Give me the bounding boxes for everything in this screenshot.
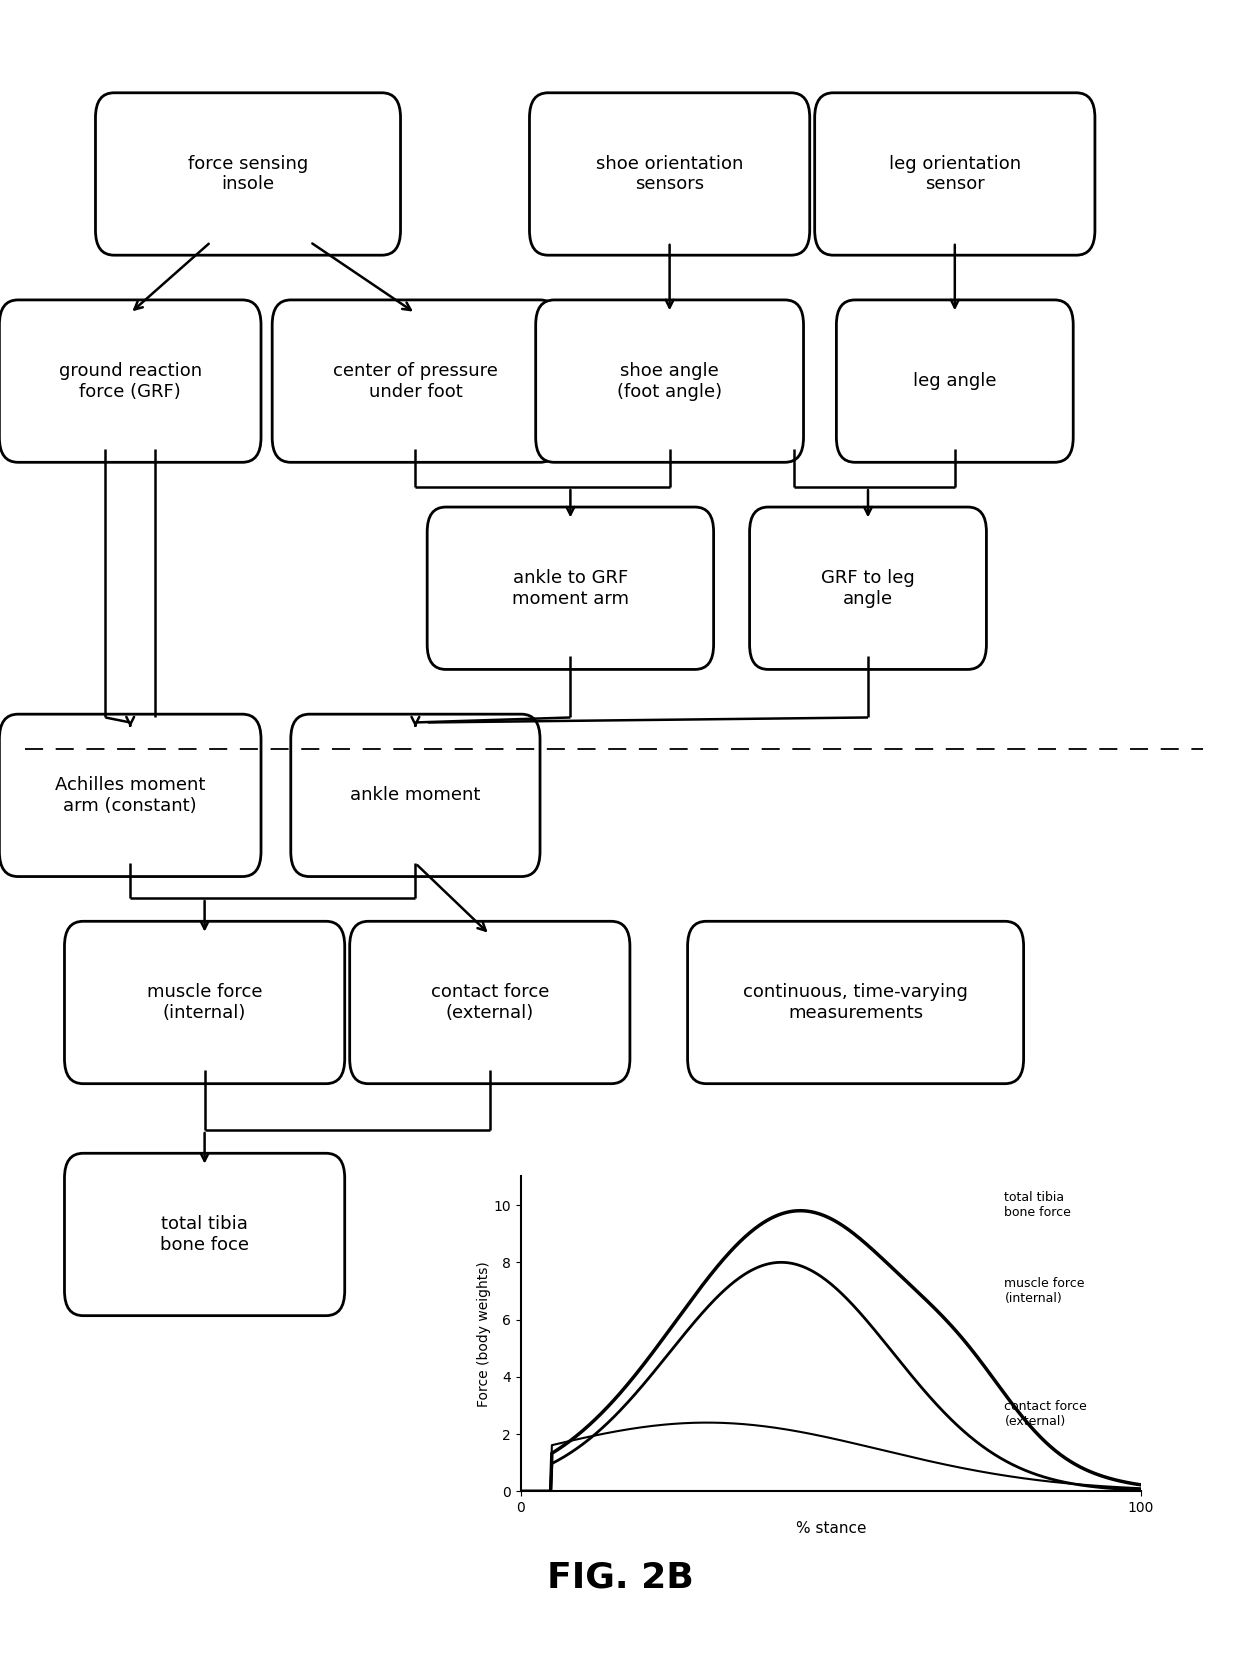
FancyBboxPatch shape [64, 1153, 345, 1316]
FancyBboxPatch shape [290, 714, 541, 877]
Text: GRF to leg
angle: GRF to leg angle [821, 568, 915, 608]
FancyBboxPatch shape [536, 300, 804, 462]
X-axis label: % stance: % stance [796, 1521, 866, 1536]
FancyBboxPatch shape [836, 300, 1074, 462]
Text: force sensing
insole: force sensing insole [188, 154, 308, 194]
Text: contact force
(external): contact force (external) [1004, 1400, 1087, 1428]
Text: shoe orientation
sensors: shoe orientation sensors [596, 154, 743, 194]
FancyBboxPatch shape [350, 921, 630, 1084]
Text: muscle force
(internal): muscle force (internal) [146, 983, 263, 1022]
FancyBboxPatch shape [273, 300, 558, 462]
Text: total tibia
bone force: total tibia bone force [1004, 1191, 1071, 1220]
Text: center of pressure
under foot: center of pressure under foot [334, 361, 497, 401]
Y-axis label: Force (body weights): Force (body weights) [476, 1261, 491, 1407]
Text: leg angle: leg angle [913, 373, 997, 389]
FancyBboxPatch shape [427, 507, 714, 669]
Text: ground reaction
force (GRF): ground reaction force (GRF) [58, 361, 202, 401]
FancyBboxPatch shape [687, 921, 1024, 1084]
Text: ankle moment: ankle moment [350, 787, 481, 804]
Text: leg orientation
sensor: leg orientation sensor [889, 154, 1021, 194]
FancyBboxPatch shape [749, 507, 986, 669]
Text: shoe angle
(foot angle): shoe angle (foot angle) [618, 361, 722, 401]
Text: continuous, time-varying
measurements: continuous, time-varying measurements [743, 983, 968, 1022]
Text: contact force
(external): contact force (external) [430, 983, 549, 1022]
FancyBboxPatch shape [95, 93, 401, 255]
FancyBboxPatch shape [529, 93, 810, 255]
Text: total tibia
bone foce: total tibia bone foce [160, 1215, 249, 1254]
Text: Achilles moment
arm (constant): Achilles moment arm (constant) [55, 775, 206, 815]
FancyBboxPatch shape [0, 714, 262, 877]
Text: muscle force
(internal): muscle force (internal) [1004, 1276, 1085, 1304]
FancyBboxPatch shape [64, 921, 345, 1084]
Text: ankle to GRF
moment arm: ankle to GRF moment arm [512, 568, 629, 608]
FancyBboxPatch shape [815, 93, 1095, 255]
Text: FIG. 2B: FIG. 2B [547, 1561, 693, 1594]
FancyBboxPatch shape [0, 300, 262, 462]
